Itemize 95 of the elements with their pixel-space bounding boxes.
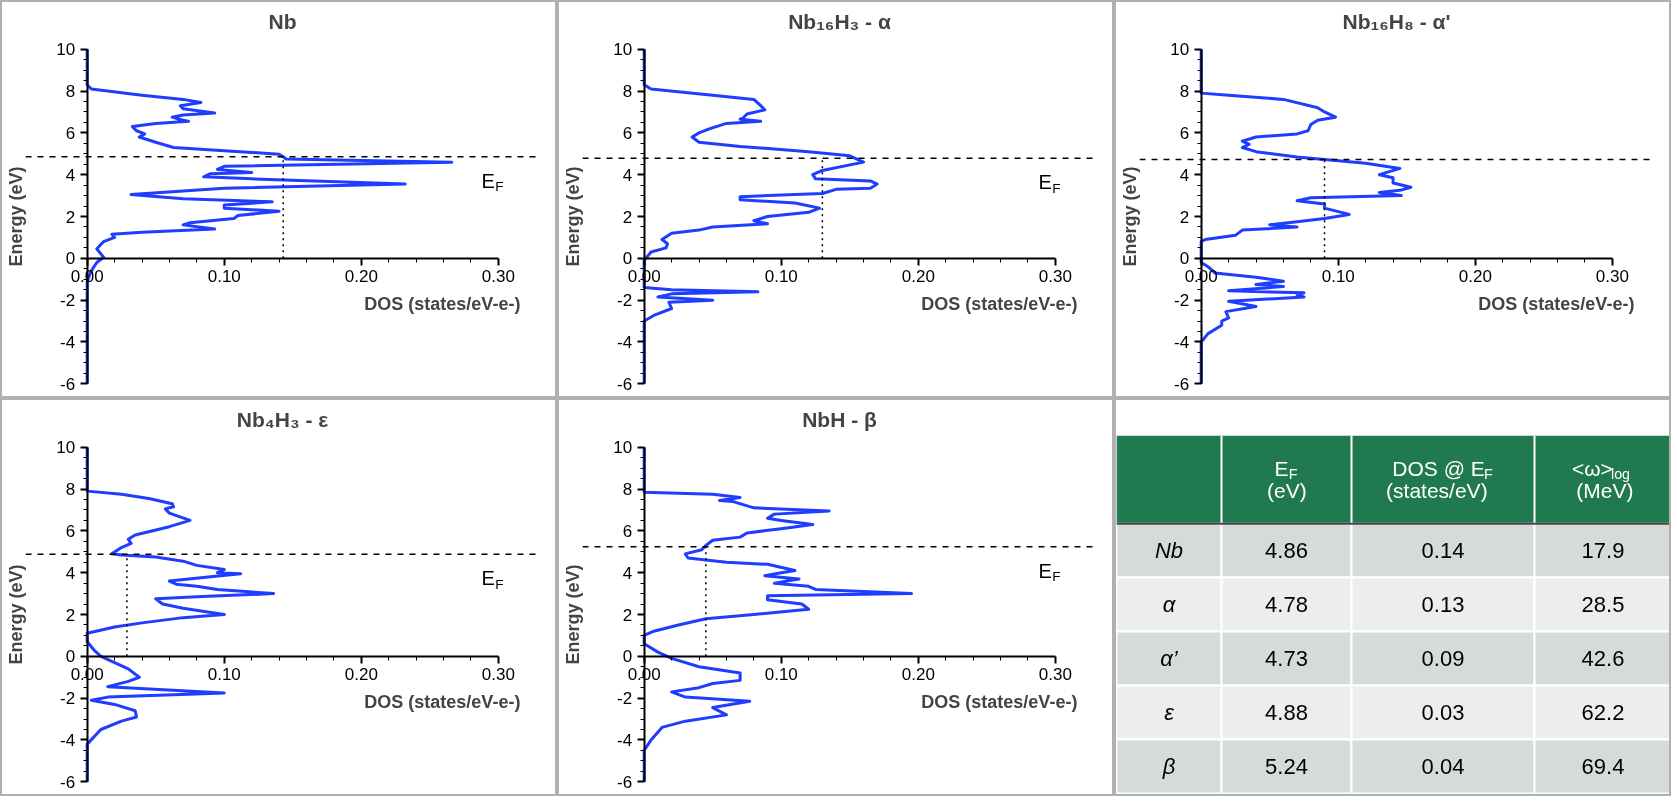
y-tick-label: -2 [1174,291,1190,311]
y-axis-title: Energy (eV) [562,166,583,267]
x-axis-title: DOS (states/eV-e-) [921,294,1078,315]
y-tick-label: -6 [60,374,76,394]
x-axis-title: DOS (states/eV-e-) [364,294,521,315]
y-axis-title: Energy (eV) [5,564,26,665]
text: 62.2 [1581,700,1625,726]
text: 0.04 [1421,754,1465,780]
y-tick-label: 8 [622,82,633,102]
y-tick-label: 4 [622,165,633,185]
chart-title: Nb₄H₃ - ε [236,407,329,431]
y-tick-label: -4 [617,730,633,750]
y-tick-label: 0 [65,249,76,269]
x-tick-label: 0.30 [1038,665,1072,685]
chart-title: Nb₁₆H₈ - α' [1342,9,1451,33]
y-tick-label: 8 [65,82,76,102]
y-tick-label: 8 [622,480,633,500]
y-tick-label: 4 [65,563,76,583]
y-tick-label: 6 [622,123,633,143]
y-tick-label: -2 [60,689,76,709]
y-tick-label: -6 [617,374,633,394]
text: 4.78 [1265,592,1308,618]
category-label: α [1162,592,1176,618]
y-tick-label: 2 [65,207,76,227]
y-tick-label: 4 [1179,165,1190,185]
category-label: ε [1164,700,1174,726]
x-tick-label: 0.10 [764,665,798,685]
y-tick-label: 0 [622,249,633,269]
y-tick-label: -4 [60,730,76,750]
text: 0.14 [1421,538,1465,564]
x-tick-label: 0.10 [1321,267,1355,287]
x-tick-label: 0.20 [901,665,935,685]
text: 4.86 [1265,538,1308,564]
x-axis-title: DOS (states/eV-e-) [921,692,1078,713]
y-tick-label: 10 [56,40,76,60]
y-tick-label: 10 [613,438,633,458]
x-tick-label: 0.20 [344,665,378,685]
text: 4.88 [1265,700,1308,726]
text: 0.09 [1421,646,1465,672]
y-tick-label: 6 [622,521,633,541]
y-tick-label: -6 [60,772,76,792]
y-tick-label: -2 [60,291,76,311]
category-label: Nb [1154,538,1184,564]
x-tick-label: 0.30 [481,665,515,685]
text: 69.4 [1581,754,1625,780]
x-tick-label: 0.30 [481,267,515,287]
x-tick-label: 0.30 [1038,267,1072,287]
y-tick-label: -6 [617,772,633,792]
y-tick-label: 0 [622,647,633,667]
x-tick-label: 0.10 [764,267,798,287]
text: 5.24 [1265,754,1308,780]
x-axis-title: DOS (states/eV-e-) [364,692,521,713]
y-tick-label: 8 [1179,82,1190,102]
chart-title: NbH - β [802,407,877,431]
y-tick-label: 10 [56,438,76,458]
y-axis-title: Energy (eV) [5,166,26,267]
y-axis-title: Energy (eV) [562,564,583,665]
y-tick-label: -4 [60,332,76,352]
category-label: α’ [1160,646,1178,672]
y-tick-label: 0 [65,647,76,667]
text: 17.9 [1581,538,1625,564]
y-tick-label: -2 [617,291,633,311]
text: 0.13 [1421,592,1465,618]
y-tick-label: -6 [1174,374,1190,394]
x-tick-label: 0.20 [1458,267,1492,287]
y-tick-label: -4 [617,332,633,352]
y-tick-label: 2 [65,605,76,625]
y-tick-label: 2 [622,207,633,227]
y-tick-label: -2 [617,689,633,709]
y-tick-label: 4 [65,165,76,185]
y-tick-label: 8 [65,480,76,500]
text: 42.6 [1581,646,1625,672]
y-tick-label: 6 [1179,123,1190,143]
text: 4.73 [1265,646,1308,672]
x-tick-label: 0.20 [344,267,378,287]
y-tick-label: 0 [1179,249,1190,269]
chart-title: Nb₁₆H₃ - α [788,9,891,33]
x-tick-label: 0.10 [207,665,241,685]
x-tick-label: 0.20 [901,267,935,287]
y-tick-label: 4 [622,563,633,583]
text: 0.03 [1421,700,1465,726]
x-axis-title: DOS (states/eV-e-) [1478,294,1635,315]
x-tick-label: 0.30 [1595,267,1629,287]
y-tick-label: 10 [613,40,633,60]
x-tick-label: 0.10 [207,267,241,287]
y-tick-label: 2 [622,605,633,625]
y-tick-label: -4 [1174,332,1190,352]
y-tick-label: 10 [1170,40,1190,60]
chart-title: Nb [268,9,297,33]
y-tick-label: 6 [65,521,76,541]
category-label: β [1162,754,1176,780]
text: 28.5 [1581,592,1625,618]
y-tick-label: 6 [65,123,76,143]
y-axis-title: Energy (eV) [1119,166,1140,267]
y-tick-label: 2 [1179,207,1190,227]
